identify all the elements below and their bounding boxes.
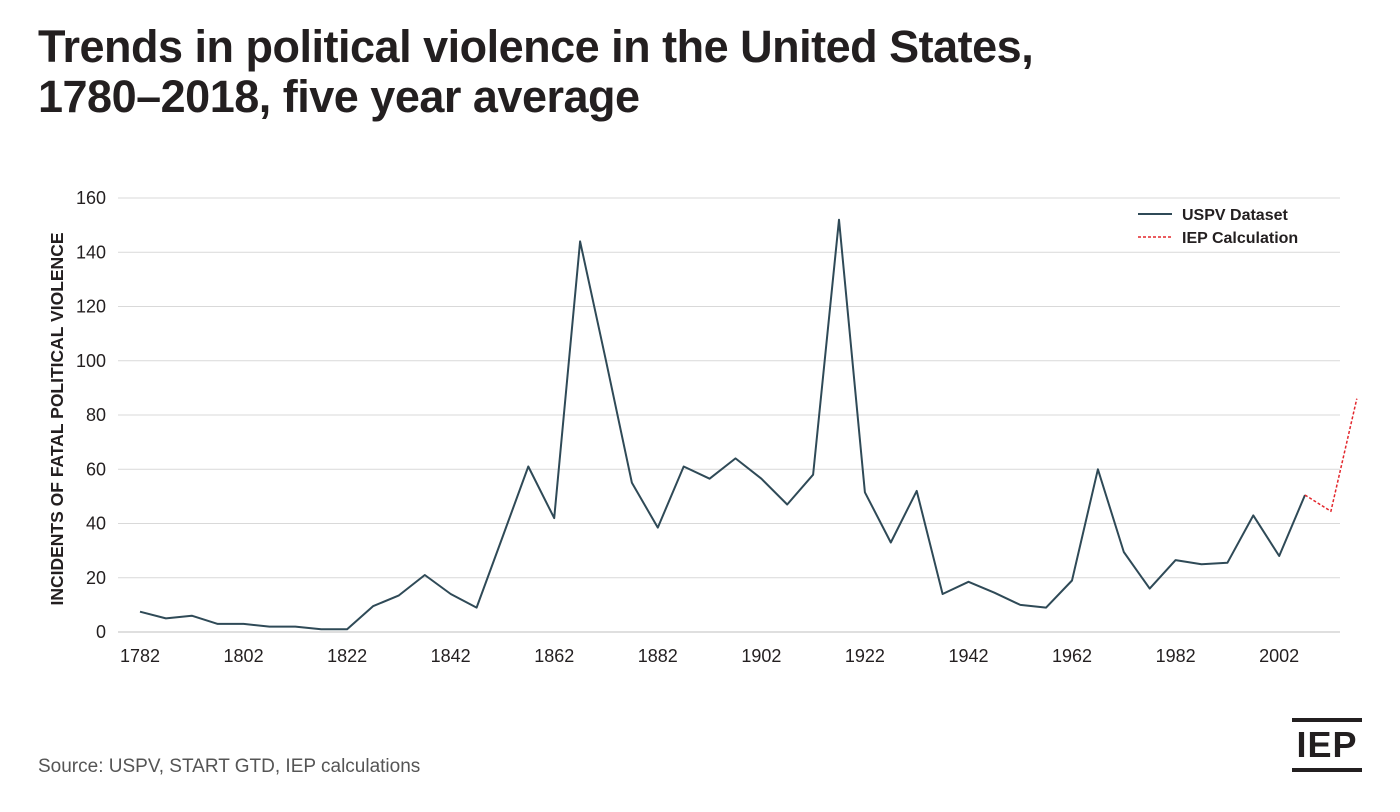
x-tick-label: 1882 [638,646,678,666]
logo-top-rule [1292,718,1362,722]
y-tick-label: 60 [86,459,106,479]
chart-title-line-2: 1780–2018, five year average [38,71,640,122]
y-tick-label: 40 [86,514,106,534]
x-tick-label: 2002 [1259,646,1299,666]
chart-title-line-1: Trends in political violence in the Unit… [38,21,1034,72]
x-tick-label: 1802 [224,646,264,666]
x-tick-label: 1982 [1156,646,1196,666]
y-axis-label: INCIDENTS OF FATAL POLITICAL VIOLENCE [47,232,67,605]
x-tick-label: 1822 [327,646,367,666]
legend-label-uspv: USPV Dataset [1182,207,1288,224]
logo-text: IEP [1296,724,1358,765]
y-tick-label: 100 [76,351,106,371]
x-tick-label: 1962 [1052,646,1092,666]
legend-label-iep: IEP Calculation [1182,230,1298,247]
y-tick-label: 160 [76,188,106,208]
y-tick-label: 120 [76,297,106,317]
chart-title: Trends in political violence in the Unit… [38,22,1238,122]
logo-bottom-rule [1292,768,1362,772]
y-tick-label: 0 [96,622,106,642]
y-tick-label: 80 [86,405,106,425]
x-tick-label: 1842 [431,646,471,666]
x-tick-label: 1922 [845,646,885,666]
series-line-uspv [139,218,1306,631]
iep-logo: IEP [1292,718,1362,774]
x-tick-label: 1782 [120,646,160,666]
y-tick-label: 20 [86,568,106,588]
x-tick-label: 1942 [948,646,988,666]
x-tick-label: 1902 [741,646,781,666]
x-tick-label: 1862 [534,646,574,666]
source-note: Source: USPV, START GTD, IEP calculation… [38,756,421,777]
y-tick-label: 140 [76,242,106,262]
series-line-iep [1304,398,1358,513]
